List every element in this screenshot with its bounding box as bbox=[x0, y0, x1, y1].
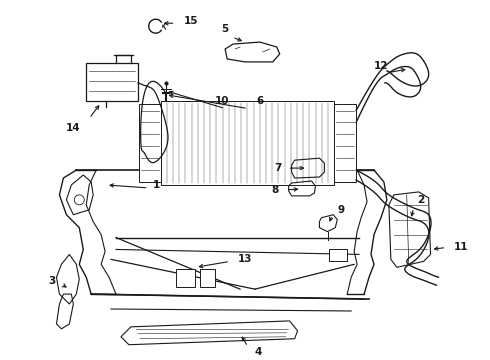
Bar bbox=[175, 269, 196, 287]
Text: 7: 7 bbox=[274, 163, 281, 173]
Text: 2: 2 bbox=[416, 195, 424, 205]
Bar bbox=[161, 100, 334, 185]
Text: 11: 11 bbox=[453, 243, 468, 252]
Text: 15: 15 bbox=[183, 16, 198, 26]
Bar bbox=[86, 63, 138, 100]
Text: 14: 14 bbox=[66, 123, 81, 134]
Text: 3: 3 bbox=[48, 276, 55, 286]
Text: 13: 13 bbox=[238, 255, 252, 264]
Text: 5: 5 bbox=[221, 24, 229, 34]
Text: 4: 4 bbox=[255, 347, 262, 357]
Text: 9: 9 bbox=[337, 205, 344, 215]
Bar bbox=[334, 104, 356, 182]
Bar bbox=[329, 249, 347, 261]
Text: 8: 8 bbox=[271, 185, 278, 195]
Text: 12: 12 bbox=[374, 61, 388, 71]
Text: 6: 6 bbox=[256, 96, 263, 105]
Bar bbox=[139, 104, 161, 182]
Text: 1: 1 bbox=[153, 180, 160, 190]
Text: 10: 10 bbox=[215, 96, 229, 105]
Bar bbox=[200, 269, 215, 287]
